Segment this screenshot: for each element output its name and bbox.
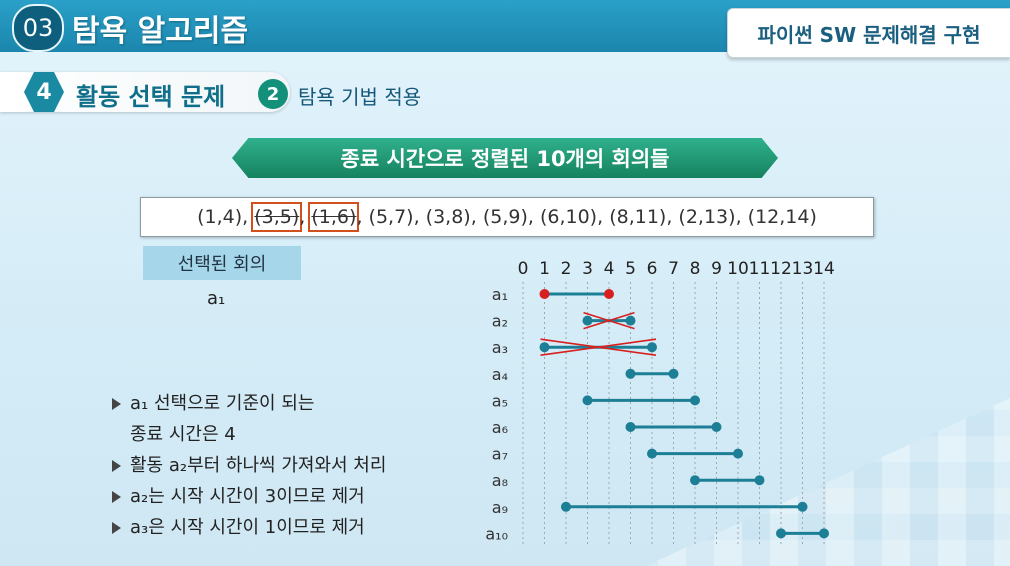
meeting-list: (1,4), (3,5), (1,6), (5,7), (3,8), (5,9)…	[140, 197, 874, 237]
tick-label: 0	[518, 259, 529, 279]
tick-label: 12	[770, 259, 792, 279]
activity-end-point	[711, 422, 722, 432]
meeting-item: (5,7)	[368, 206, 414, 228]
course-tag: 파이썬 SW 문제해결 구현	[727, 8, 1010, 58]
tick-label: 14	[813, 259, 835, 279]
bullet-text: 활동 a₂부터 하나씩 가져와서 처리	[130, 455, 387, 476]
section-number: 03	[12, 4, 64, 52]
activity-label: a₇	[492, 445, 508, 464]
activity-start-point	[776, 528, 786, 539]
activity-label: a₁₀	[485, 524, 508, 543]
meeting-item: (12,14)	[747, 206, 817, 228]
activity-start-point	[625, 422, 636, 432]
tick-label: 4	[604, 259, 615, 279]
activity-start-point	[539, 342, 550, 353]
meeting-item: (2,13)	[678, 206, 736, 228]
activity-label: a₁	[492, 285, 508, 304]
meeting-separator: ,	[597, 206, 610, 228]
meeting-separator: ,	[356, 206, 369, 228]
tick-label: 6	[647, 259, 658, 279]
tick-label: 5	[625, 259, 636, 279]
subheader-title: 활동 선택 문제	[76, 83, 226, 111]
meeting-separator: ,	[470, 206, 483, 228]
activity-start-point	[582, 395, 593, 406]
meeting-item: (3,8)	[425, 206, 471, 228]
activity-start-point	[561, 501, 571, 512]
meeting-separator: ,	[299, 206, 312, 228]
meeting-separator: ,	[666, 206, 679, 228]
selected-header: 선택된 회의	[143, 246, 301, 280]
activity-end-point	[797, 501, 808, 512]
activity-start-point	[625, 368, 636, 379]
tick-label: 13	[792, 259, 814, 279]
bullet-text: a₁ 선택으로 기준이 되는	[130, 393, 315, 414]
tick-label: 7	[668, 259, 679, 279]
bullet-arrow-icon	[112, 398, 121, 410]
bullet-arrow-icon	[112, 522, 121, 534]
meeting-separator: ,	[242, 206, 255, 228]
activity-label: a₉	[492, 498, 508, 517]
activity-end-point	[819, 528, 829, 539]
banner-title: 종료 시간으로 정렬된 10개의 회의들	[232, 138, 778, 178]
bullet-arrow-icon	[112, 491, 121, 503]
activity-end-point	[604, 289, 614, 299]
activity-label: a₆	[492, 418, 508, 437]
activity-end-point	[690, 395, 700, 406]
activity-end-point	[668, 368, 679, 379]
activity-end-point	[733, 448, 743, 459]
activity-end-point	[647, 342, 657, 353]
bullet-arrow-icon	[112, 460, 121, 472]
activity-end-point	[625, 315, 636, 326]
tick-label: 2	[561, 259, 572, 279]
meeting-separator: ,	[413, 206, 426, 228]
tick-label: 1	[539, 259, 550, 279]
section-title: 탐욕 알고리즘	[72, 14, 249, 49]
activity-label: a₅	[492, 391, 508, 410]
activity-label: a₃	[492, 338, 508, 357]
remove-cross-line	[583, 311, 635, 330]
activity-start-point	[539, 289, 550, 299]
meeting-item: (3,5)	[251, 202, 303, 232]
activity-label: a₈	[492, 471, 508, 490]
meeting-item: (8,11)	[609, 206, 667, 228]
meeting-separator: ,	[735, 206, 748, 228]
tick-label: 3	[582, 259, 593, 279]
meeting-separator: ,	[527, 206, 540, 228]
meeting-item: (1,6)	[308, 202, 360, 232]
remove-cross-line	[540, 338, 657, 356]
tick-label: 8	[690, 259, 701, 279]
activity-start-point	[690, 475, 700, 486]
step-number: 2	[258, 79, 288, 109]
bullet-text: a₃은 시작 시간이 1이므로 제거	[130, 517, 365, 538]
bullet-text: 종료 시간은 4	[130, 424, 236, 445]
activity-label: a₂	[492, 312, 508, 331]
tick-label: 9	[711, 259, 722, 279]
activity-end-point	[754, 475, 765, 486]
bullet-text: a₂는 시작 시간이 3이므로 제거	[130, 486, 365, 507]
activity-start-point	[647, 448, 657, 459]
tick-label: 11	[749, 259, 771, 279]
meeting-item: (1,4)	[197, 206, 243, 228]
activity-label: a₄	[492, 365, 508, 384]
meeting-item: (5,9)	[482, 206, 528, 228]
selected-item: a₁	[207, 288, 226, 309]
meeting-item: (6,10)	[539, 206, 598, 228]
tick-label: 10	[727, 259, 749, 279]
step-title: 탐욕 기법 적용	[298, 85, 422, 109]
activity-start-point	[582, 315, 593, 326]
